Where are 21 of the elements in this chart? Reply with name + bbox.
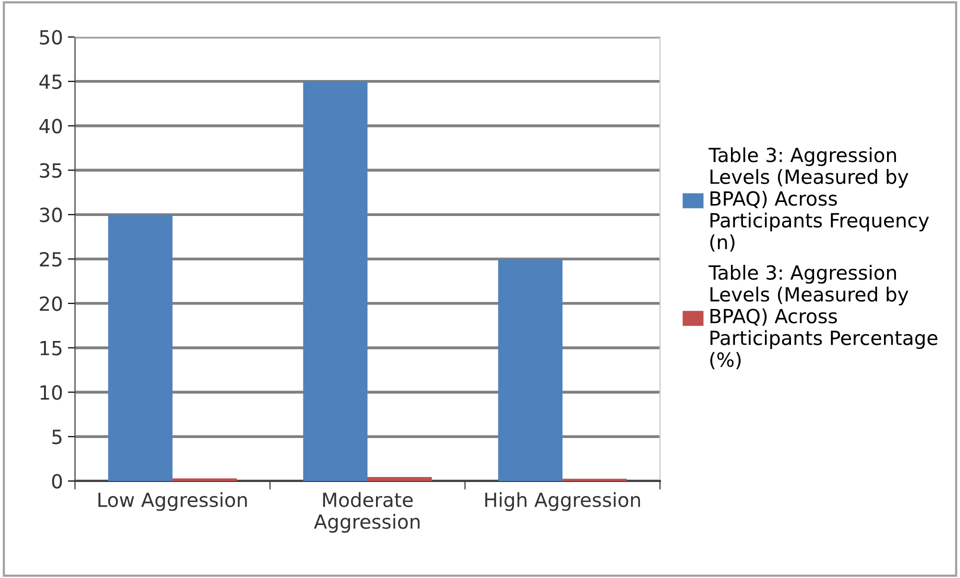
y-tick-label: 45 bbox=[39, 74, 62, 90]
bar bbox=[172, 478, 237, 481]
legend-label: Table 3: Aggression Levels (Measured by BPAQ) Across Participants Frequency (n) bbox=[708, 147, 929, 252]
bar bbox=[108, 214, 172, 481]
y-tick-label: 40 bbox=[39, 118, 62, 134]
x-tick-label: Low Aggression bbox=[98, 492, 247, 511]
y-tick-label: 35 bbox=[40, 163, 62, 178]
bar bbox=[498, 259, 562, 481]
y-tick-label: 5 bbox=[52, 430, 62, 444]
x-tick-label: High Aggression bbox=[485, 492, 640, 511]
bar bbox=[368, 477, 432, 481]
bar bbox=[303, 81, 368, 481]
x-tick-label: Moderate Aggression bbox=[314, 492, 420, 533]
y-tick-label: 25 bbox=[40, 252, 62, 267]
y-tick-label: 50 bbox=[40, 30, 62, 45]
y-tick-label: 0 bbox=[52, 474, 62, 489]
legend-label: Table 3: Aggression Levels (Measured by BPAQ) Across Participants Percentage (%) bbox=[708, 264, 938, 370]
y-tick-label: 10 bbox=[40, 385, 62, 400]
y-tick-label: 30 bbox=[40, 208, 62, 222]
y-tick-label: 20 bbox=[40, 296, 62, 312]
y-tick-label: 15 bbox=[40, 341, 62, 356]
